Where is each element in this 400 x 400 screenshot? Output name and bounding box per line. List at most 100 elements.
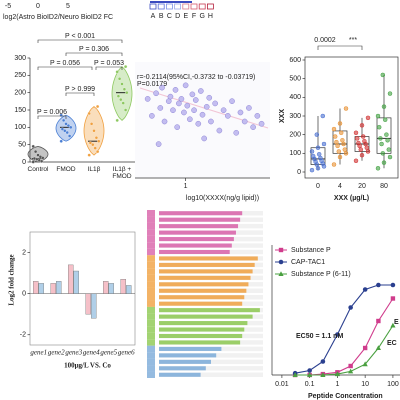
p-value: P = 0.056 <box>50 60 80 67</box>
marker <box>348 305 353 310</box>
data-point <box>375 166 381 171</box>
data-point <box>316 152 322 157</box>
legend-swatch <box>165 3 173 10</box>
violin <box>55 114 77 142</box>
group-strip <box>147 339 155 346</box>
x-tick-label: gene4 <box>83 349 100 357</box>
stat-text: P=0.0179 <box>137 81 167 88</box>
x-axis-label: 100μg/L VS. Co <box>64 362 111 370</box>
series-line <box>295 284 393 374</box>
data-point <box>159 84 165 91</box>
bar <box>159 256 258 261</box>
bar <box>159 308 260 313</box>
data-point <box>174 124 181 131</box>
x-tick-label: gene3 <box>65 349 82 357</box>
group-strip <box>147 235 155 243</box>
marker <box>278 271 284 276</box>
bar <box>159 237 234 242</box>
group-strip <box>147 365 155 372</box>
data-point <box>115 118 119 123</box>
data-point <box>387 154 393 160</box>
x-tick-label: 20 <box>358 183 366 190</box>
x-tick-label: 0 <box>316 183 320 190</box>
data-point <box>385 138 390 143</box>
colorbar-tick-label: 0 <box>36 3 40 10</box>
data-point <box>386 147 392 152</box>
data-point <box>182 82 189 89</box>
data-point <box>117 77 122 81</box>
group-strip <box>147 242 155 249</box>
y-tick-label: 200 <box>289 132 301 139</box>
data-point <box>387 91 393 96</box>
data-point <box>89 122 94 126</box>
bar <box>159 346 222 351</box>
marker <box>278 259 284 265</box>
marker <box>376 318 381 324</box>
data-point <box>212 100 219 107</box>
bar <box>159 340 241 345</box>
y-tick-label: 500 <box>289 76 301 83</box>
data-point <box>381 104 387 109</box>
bracket <box>37 115 67 119</box>
data-point <box>167 93 174 100</box>
marker <box>348 368 354 374</box>
data-point <box>258 120 265 127</box>
bar <box>159 230 236 235</box>
data-point <box>31 160 35 164</box>
scatter-panel-bg <box>135 62 270 178</box>
data-point <box>63 129 67 133</box>
group-strip <box>147 268 155 275</box>
marker <box>390 296 396 301</box>
y-tick-label: 200 <box>14 90 26 97</box>
data-point <box>341 141 346 147</box>
data-point <box>153 90 159 97</box>
bar <box>85 293 91 315</box>
data-point <box>237 109 244 116</box>
data-point <box>170 107 176 114</box>
data-point <box>120 82 124 86</box>
data-point <box>176 100 182 107</box>
bar <box>159 314 253 319</box>
data-point <box>353 130 359 136</box>
bar <box>159 366 206 371</box>
y-tick-label: 2 <box>22 249 26 256</box>
legend-label: E <box>183 13 188 20</box>
x-tick-label: gene1 <box>30 349 47 357</box>
data-point <box>157 105 164 111</box>
bar <box>159 295 245 300</box>
data-point <box>32 156 37 161</box>
data-point <box>246 105 252 111</box>
data-point <box>250 124 256 131</box>
data-point <box>229 98 235 105</box>
x-tick-label: 10 <box>361 381 369 388</box>
stat-text: r=-0.2114(95%CI,-0.3732 to -0.03719) <box>137 74 255 81</box>
y-tick-label: 50 <box>18 142 26 149</box>
x-tick-label: 1 <box>184 183 188 190</box>
data-point <box>254 113 261 119</box>
data-point <box>375 113 381 119</box>
y-tick-label: 0 <box>297 169 301 176</box>
bar <box>159 321 248 326</box>
data-point <box>320 113 326 119</box>
legend-label: Substance P <box>291 247 331 254</box>
bracket <box>37 66 93 70</box>
marker <box>390 282 396 288</box>
data-point <box>310 153 316 159</box>
group-strip <box>147 222 155 230</box>
bar <box>159 243 232 248</box>
bar <box>38 283 44 294</box>
bar <box>159 333 243 339</box>
group-strip <box>147 326 155 333</box>
y-tick-label: 300 <box>14 55 26 62</box>
group-strip <box>147 300 155 307</box>
legend-swatch <box>174 3 182 10</box>
data-point <box>359 152 365 158</box>
bar <box>159 372 201 377</box>
data-point <box>337 121 343 126</box>
x-tick-label: 4 <box>338 183 342 190</box>
row-bg <box>159 366 263 371</box>
data-point <box>365 115 371 121</box>
marker <box>334 371 341 377</box>
group-strip <box>147 306 155 314</box>
row-bg <box>159 372 263 377</box>
